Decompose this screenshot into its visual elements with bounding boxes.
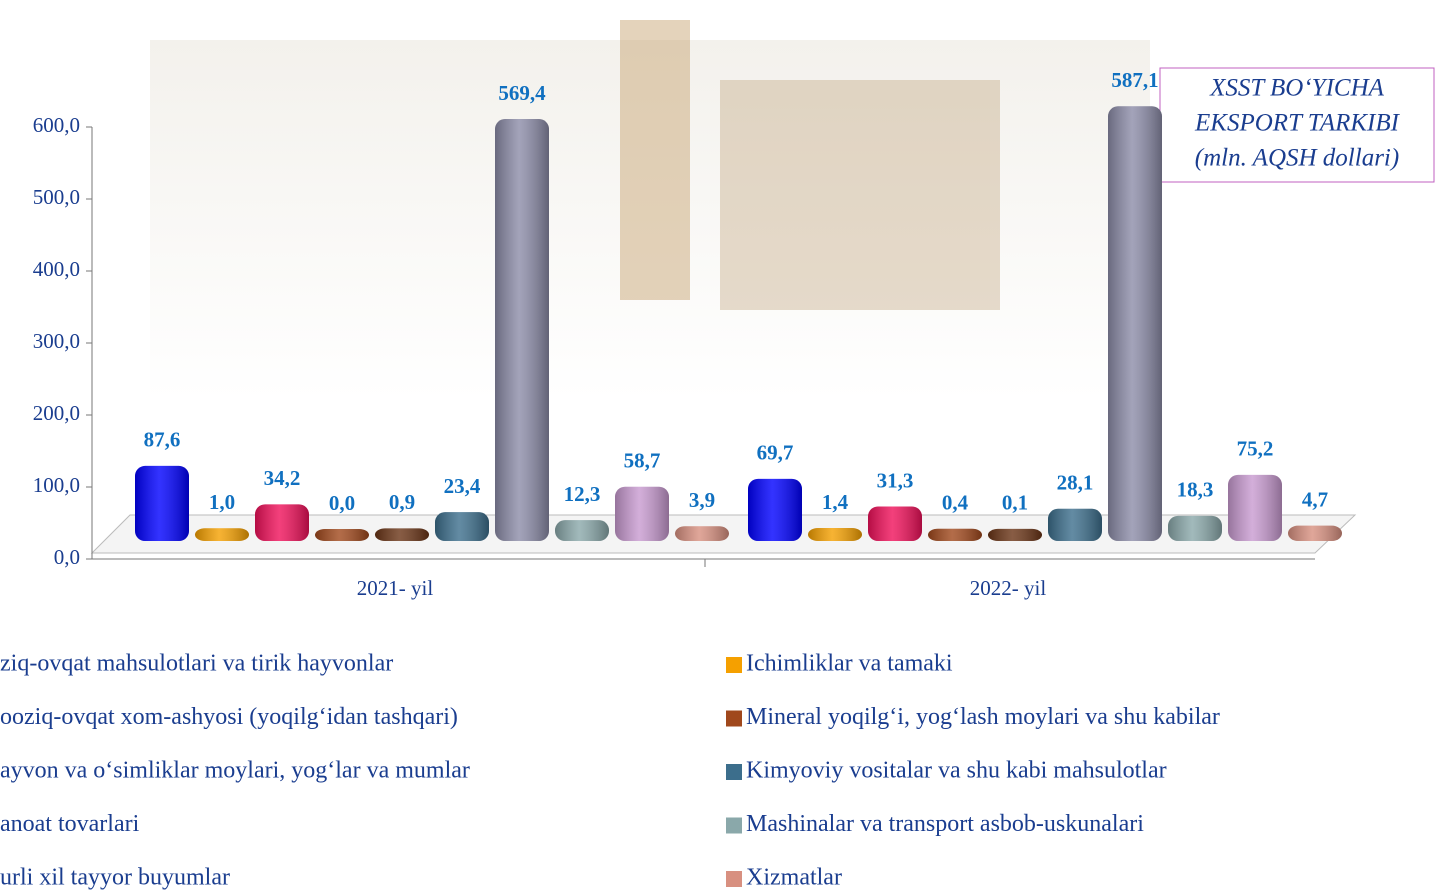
chart-title: (mln. AQSH dollari) xyxy=(1195,145,1399,172)
bar xyxy=(615,487,669,541)
bar xyxy=(195,528,249,541)
bar xyxy=(1228,475,1282,541)
value-label: 0,0 xyxy=(329,491,355,515)
legend-label: Xizmatlar xyxy=(746,865,842,891)
bar xyxy=(808,528,862,541)
value-label: 31,3 xyxy=(877,468,914,492)
y-tick-label: 300,0 xyxy=(33,329,80,353)
y-tick-label: 400,0 xyxy=(33,257,80,281)
bar xyxy=(315,529,369,541)
bar xyxy=(495,119,549,541)
chart: XSST BO‘YICHA EKSPORT TARKIBI (mln. AQSH… xyxy=(0,0,1436,891)
value-label: 4,7 xyxy=(1302,487,1328,511)
legend-label: Kimyoviy vositalar va shu kabi mahsulotl… xyxy=(746,758,1167,784)
y-tick-label: 500,0 xyxy=(33,185,80,209)
value-label: 75,2 xyxy=(1237,437,1274,461)
bar xyxy=(255,504,309,541)
legend-label: ooziq-ovqat xom-ashyosi (yoqilg‘idan tas… xyxy=(0,704,458,730)
bar xyxy=(375,528,429,541)
x-tick-label: 2022- yil xyxy=(970,576,1047,600)
y-tick-label: 200,0 xyxy=(33,401,80,425)
bar xyxy=(135,466,189,541)
madrasa-illustration xyxy=(720,80,1000,310)
legend-label: ayvon va o‘simliklar moylari, yog‘lar va… xyxy=(0,758,470,784)
value-label: 69,7 xyxy=(757,441,794,465)
y-tick-label: 600,0 xyxy=(33,113,80,137)
value-label: 0,9 xyxy=(389,490,415,514)
legend-swatch xyxy=(726,711,742,727)
y-tick-label: 0,0 xyxy=(54,545,80,569)
legend-swatch xyxy=(726,764,742,780)
value-label: 34,2 xyxy=(264,466,301,490)
legend-label: Ichimliklar va tamaki xyxy=(746,651,953,677)
value-label: 18,3 xyxy=(1177,478,1214,502)
bar xyxy=(988,529,1042,541)
bar xyxy=(555,520,609,541)
y-tick-label: 100,0 xyxy=(33,473,80,497)
value-label: 28,1 xyxy=(1057,471,1094,495)
legend-swatch xyxy=(726,871,742,887)
value-label: 3,9 xyxy=(689,488,715,512)
value-label: 1,0 xyxy=(209,490,235,514)
bar xyxy=(868,506,922,541)
bar xyxy=(928,529,982,541)
legend-swatch xyxy=(726,818,742,834)
legend-swatch xyxy=(726,657,742,673)
value-label: 58,7 xyxy=(624,449,661,473)
bar xyxy=(748,479,802,541)
chart-title: XSST BO‘YICHA xyxy=(1209,75,1385,102)
bar xyxy=(1288,526,1342,541)
legend-label: urli xil tayyor buyumlar xyxy=(0,865,230,891)
value-label: 87,6 xyxy=(144,428,181,452)
minaret-illustration xyxy=(620,20,690,300)
bar xyxy=(1048,509,1102,541)
value-label: 1,4 xyxy=(822,490,849,514)
value-label: 0,1 xyxy=(1002,491,1028,515)
legend-label: Mashinalar va transport asbob-uskunalari xyxy=(746,811,1144,837)
value-label: 0,4 xyxy=(942,491,969,515)
bar xyxy=(1168,516,1222,541)
value-label: 12,3 xyxy=(564,482,601,506)
value-label: 569,4 xyxy=(498,81,546,105)
legend-label: ziq-ovqat mahsulotlari va tirik hayvonla… xyxy=(0,651,393,677)
bar xyxy=(675,526,729,541)
bar xyxy=(1108,106,1162,541)
legend-label: Mineral yoqilg‘i, yog‘lash moylari va sh… xyxy=(746,704,1220,730)
value-label: 23,4 xyxy=(444,474,481,498)
x-tick-label: 2021- yil xyxy=(357,576,434,600)
chart-title: EKSPORT TARKIBI xyxy=(1194,110,1401,137)
bar xyxy=(435,512,489,541)
value-label: 587,1 xyxy=(1111,68,1158,92)
legend-label: anoat tovarlari xyxy=(0,811,140,837)
